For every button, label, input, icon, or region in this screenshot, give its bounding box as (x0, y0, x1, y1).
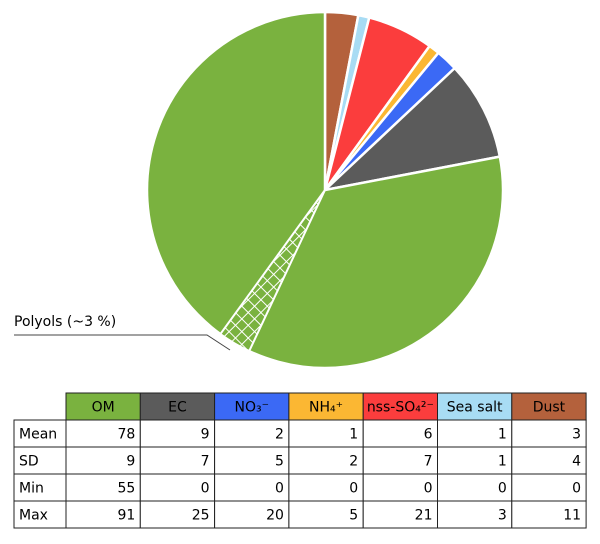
table-cell (288, 500, 364, 529)
table-cell (65, 473, 141, 502)
header-cell (437, 392, 513, 421)
cell-value: 20 (266, 508, 284, 524)
header-cell (288, 392, 364, 421)
table-cell (437, 473, 513, 502)
polyols-slice (218, 189, 326, 353)
row-label: Min (19, 481, 44, 497)
cell-value: 5 (349, 508, 358, 524)
cell-value: 11 (563, 508, 581, 524)
table-cell (65, 500, 141, 529)
table-cell (362, 446, 439, 475)
header-label: NH₄⁺ (309, 400, 343, 416)
cell-value: 0 (275, 481, 284, 497)
table-cell (362, 419, 439, 448)
cell-value: 9 (126, 454, 135, 470)
cell-value: 55 (117, 481, 135, 497)
table-cell (214, 473, 290, 502)
table-cell (511, 500, 587, 529)
cell-value: 3 (572, 427, 581, 443)
cell-value: 0 (572, 481, 581, 497)
cell-value: 0 (498, 481, 507, 497)
cell-value: 0 (424, 481, 433, 497)
cell-value: 91 (117, 508, 135, 524)
table-cell (65, 419, 141, 448)
cell-value: 6 (424, 427, 433, 443)
pie-slice (321, 66, 502, 193)
table-cell (362, 500, 439, 529)
cell-value: 2 (275, 427, 284, 443)
cell-value: 1 (498, 454, 507, 470)
cell-value: 4 (572, 454, 581, 470)
table-cell (65, 446, 141, 475)
row-label-cell (13, 446, 67, 475)
table-cell (511, 419, 587, 448)
table-cell (437, 419, 513, 448)
annotation-leader (14, 334, 231, 351)
header-cell (362, 392, 439, 421)
header-label: OM (92, 400, 115, 416)
cell-value: 7 (201, 454, 210, 470)
row-label: Mean (19, 427, 57, 443)
table-cell (288, 419, 364, 448)
cell-value: 21 (415, 508, 433, 524)
cell-value: 0 (349, 481, 358, 497)
row-label: SD (19, 454, 39, 470)
header-label: nss-SO₄²⁻ (367, 400, 434, 416)
table-cell (511, 446, 587, 475)
cell-value: 5 (275, 454, 284, 470)
table-cell (214, 500, 290, 529)
table-cell (437, 500, 513, 529)
cell-value: 0 (201, 481, 210, 497)
pie-slice (145, 10, 505, 370)
cell-value: 78 (117, 427, 135, 443)
cell-value: 1 (349, 427, 358, 443)
cell-value: 9 (201, 427, 210, 443)
annotation: Polyols (~3 %) (14, 314, 116, 330)
cell-value: 3 (498, 508, 507, 524)
row-label: Max (19, 508, 48, 524)
header-label: Dust (533, 400, 566, 416)
cell-value: 7 (424, 454, 433, 470)
header-label: NO₃⁻ (235, 400, 270, 416)
cell-value: 2 (349, 454, 358, 470)
header-label: Sea salt (447, 400, 503, 416)
table-cell (511, 473, 587, 502)
header-label: EC (168, 400, 187, 416)
row-label-cell (13, 473, 67, 502)
cell-value: 1 (498, 427, 507, 443)
table-cell (139, 446, 216, 475)
cell-value: 25 (192, 508, 210, 524)
